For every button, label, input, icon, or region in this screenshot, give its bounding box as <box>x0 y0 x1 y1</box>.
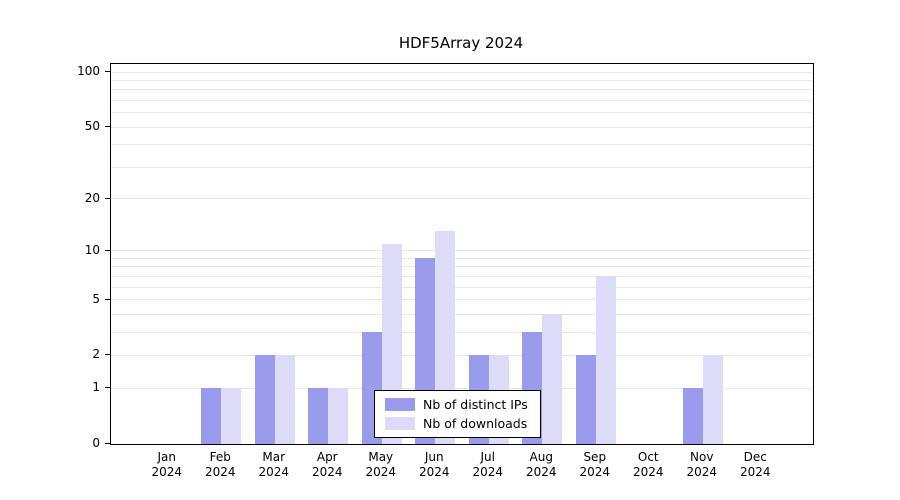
gridline <box>111 275 813 277</box>
y-tick-mark <box>105 354 110 356</box>
legend-swatch-downloads <box>385 417 415 430</box>
x-tick-label: Nov 2024 <box>686 450 718 479</box>
gridline <box>111 112 813 114</box>
x-tick-label: Sep 2024 <box>579 450 611 479</box>
gridline <box>111 257 813 259</box>
legend-swatch-distinct-ips <box>385 398 415 411</box>
y-tick-mark <box>105 387 110 389</box>
gridline <box>111 166 813 168</box>
y-tick-mark <box>105 71 110 72</box>
gridline <box>111 198 813 200</box>
gridline <box>111 126 813 128</box>
x-tick-label: Aug 2024 <box>525 450 557 479</box>
bar-downloads <box>702 355 723 444</box>
legend: Nb of distinct IPs Nb of downloads <box>374 390 541 438</box>
gridline <box>111 387 813 389</box>
y-tick-label: 20 <box>84 190 100 205</box>
legend-label: Nb of distinct IPs <box>423 397 528 412</box>
bar-distinct-ips <box>682 388 703 444</box>
legend-label: Nb of downloads <box>423 416 528 431</box>
x-tick-label: Jun 2024 <box>418 450 450 479</box>
legend-row: Nb of downloads <box>385 416 528 431</box>
plot-area <box>110 63 814 445</box>
gridline <box>111 71 813 73</box>
gridline <box>111 331 813 333</box>
x-tick-label: Dec 2024 <box>739 450 771 479</box>
bar-distinct-ips <box>308 388 329 444</box>
chart-title: HDF5Array 2024 <box>398 34 524 52</box>
y-tick-mark <box>105 298 110 300</box>
x-tick-label: Jul 2024 <box>472 450 504 479</box>
gridline <box>111 354 813 356</box>
gridline <box>111 313 813 315</box>
y-tick-label: 0 <box>92 436 100 450</box>
x-tick-label: Mar 2024 <box>258 450 290 479</box>
gridline <box>111 250 813 252</box>
y-tick-mark <box>105 443 110 444</box>
y-tick-mark <box>105 126 110 128</box>
bar-downloads <box>274 355 295 444</box>
gridline <box>111 144 813 146</box>
y-tick-label: 1 <box>92 380 100 395</box>
x-tick-label: Apr 2024 <box>311 450 343 479</box>
gridline <box>111 286 813 288</box>
bar-distinct-ips <box>254 355 275 444</box>
bar-distinct-ips <box>201 388 222 444</box>
y-tick-label: 2 <box>92 347 100 362</box>
x-tick-label: Feb 2024 <box>204 450 236 479</box>
gridline <box>111 89 813 91</box>
y-tick-label: 100 <box>77 64 100 78</box>
gridline <box>111 266 813 268</box>
bar-downloads <box>328 388 349 444</box>
x-tick-label: May 2024 <box>365 450 397 479</box>
y-tick-label: 50 <box>84 119 100 134</box>
gridline <box>111 79 813 81</box>
bar-downloads <box>221 388 242 444</box>
y-tick-mark <box>105 197 110 199</box>
y-tick-mark <box>105 249 110 251</box>
x-tick-label: Oct 2024 <box>632 450 664 479</box>
gridline <box>111 99 813 101</box>
y-tick-label: 10 <box>84 242 100 257</box>
y-tick-label: 5 <box>92 291 100 306</box>
bar-downloads <box>542 314 563 444</box>
bar-downloads <box>595 276 616 444</box>
x-tick-label: Jan 2024 <box>151 450 183 479</box>
bar-distinct-ips <box>575 355 596 444</box>
legend-row: Nb of distinct IPs <box>385 397 528 412</box>
gridline <box>111 299 813 301</box>
